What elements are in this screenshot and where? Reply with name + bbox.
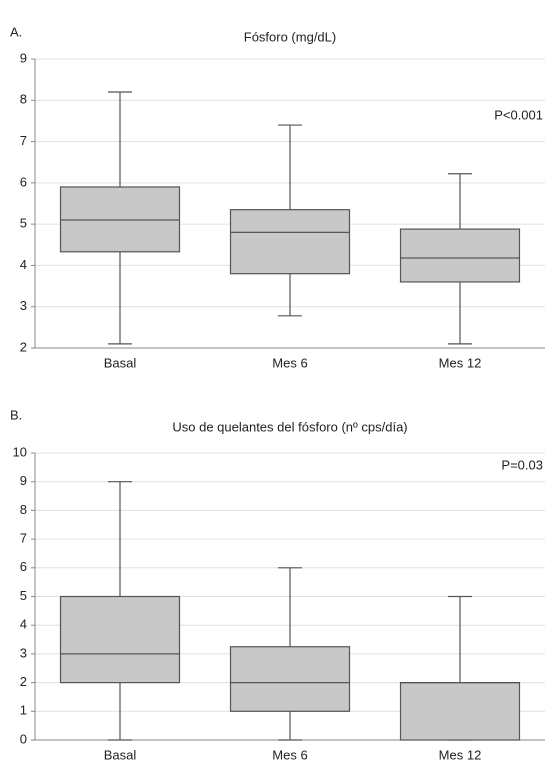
y-tick-label: 3 [20,298,27,313]
y-tick-label: 9 [20,473,27,488]
y-tick-label: 6 [20,559,27,574]
x-tick-label: Mes 12 [439,355,482,370]
y-tick-label: 10 [13,444,27,459]
annotation: P<0.001 [494,107,543,122]
y-tick-label: 5 [20,216,27,231]
y-tick-label: 8 [20,92,27,107]
y-tick-label: 3 [20,645,27,660]
box [399,681,521,741]
y-tick-label: 2 [20,339,27,354]
y-tick-label: 2 [20,674,27,689]
chart-title: Uso de quelantes del fósforo (nº cps/día… [172,419,407,434]
x-tick-label: Mes 6 [272,355,307,370]
box [229,209,351,275]
x-tick-label: Mes 6 [272,747,307,762]
panel-label: B. [10,407,22,422]
x-tick-label: Basal [104,355,137,370]
x-tick-label: Mes 12 [439,747,482,762]
y-tick-label: 7 [20,531,27,546]
chart-title: Fósforo (mg/dL) [244,29,336,44]
box [59,595,181,684]
y-tick-label: 7 [20,133,27,148]
box [59,186,181,253]
y-tick-label: 4 [20,257,27,272]
y-tick-label: 5 [20,588,27,603]
y-tick-label: 4 [20,617,27,632]
y-tick-label: 6 [20,174,27,189]
x-tick-label: Basal [104,747,137,762]
box [229,646,351,712]
y-tick-label: 9 [20,50,27,65]
y-tick-label: 1 [20,703,27,718]
panel-label: A. [10,24,22,39]
annotation: P=0.03 [501,457,543,472]
y-tick-label: 8 [20,502,27,517]
y-tick-label: 0 [20,731,27,746]
box [399,228,521,283]
